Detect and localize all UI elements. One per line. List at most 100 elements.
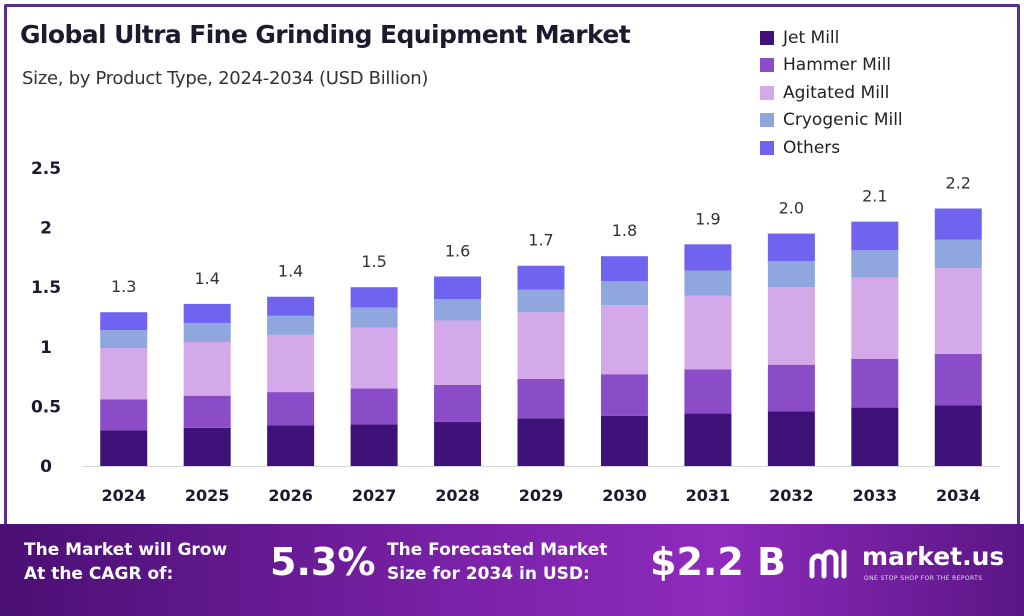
legend-item-jet-mill: Jet Mill xyxy=(760,24,903,52)
bar-total-label: 1.6 xyxy=(445,241,470,260)
bar-agitated-mill xyxy=(851,277,899,359)
forecast-label-line1: The Forecasted Market xyxy=(387,540,608,560)
cagr-value: 5.3% xyxy=(270,540,376,584)
cagr-label: The Market will Grow At the CAGR of: xyxy=(24,538,227,586)
bar-cryogenic-mill xyxy=(517,289,565,313)
x-tick-label: 2028 xyxy=(435,486,480,505)
bar-total-label: 1.9 xyxy=(695,209,720,228)
legend-label: Agitated Mill xyxy=(783,82,890,103)
legend-swatch xyxy=(760,113,774,128)
logo-name: market.us xyxy=(862,542,1005,571)
cagr-label-line1: The Market will Grow xyxy=(24,540,228,560)
y-tick-label: 0 xyxy=(40,457,52,477)
bar-others xyxy=(684,244,732,271)
x-tick-label: 2031 xyxy=(686,486,731,505)
legend-label: Hammer Mill xyxy=(783,55,892,76)
legend-label: Others xyxy=(783,137,841,158)
bar-cryogenic-mill xyxy=(434,299,482,321)
x-tick-label: 2032 xyxy=(769,486,814,505)
bar-cryogenic-mill xyxy=(350,307,398,328)
bar-others xyxy=(600,256,648,282)
bar-hammer-mill xyxy=(350,388,398,425)
bar-agitated-mill xyxy=(100,347,148,400)
y-tick-label: 2 xyxy=(40,219,52,239)
bar-cryogenic-mill xyxy=(934,239,982,269)
bar-total-label: 1.7 xyxy=(528,231,553,250)
bar-hammer-mill xyxy=(767,364,815,412)
bar-cryogenic-mill xyxy=(267,315,315,335)
bar-total-label: 1.5 xyxy=(361,252,386,271)
y-tick-label: 0.5 xyxy=(31,397,61,417)
bar-hammer-mill xyxy=(434,384,482,422)
bar-jet-mill xyxy=(350,424,398,466)
bar-cryogenic-mill xyxy=(851,250,899,278)
x-tick-label: 2034 xyxy=(936,486,981,505)
bar-total-label: 1.8 xyxy=(612,221,637,240)
bar-hammer-mill xyxy=(934,353,982,406)
bar-jet-mill xyxy=(267,425,315,466)
bar-others xyxy=(517,265,565,290)
legend-item-others: Others xyxy=(760,134,903,162)
bar-hammer-mill xyxy=(267,392,315,426)
bar-jet-mill xyxy=(684,413,732,466)
bar-agitated-mill xyxy=(350,327,398,389)
bar-others xyxy=(434,276,482,300)
bar-jet-mill xyxy=(851,407,899,466)
legend-item-hammer-mill: Hammer Mill xyxy=(760,52,903,80)
bar-others xyxy=(267,296,315,316)
bar-cryogenic-mill xyxy=(767,260,815,288)
x-tick-label: 2025 xyxy=(185,486,230,505)
forecast-label-line2: Size for 2034 in USD: xyxy=(387,564,590,584)
legend-swatch xyxy=(760,30,774,45)
y-tick-label: 2.5 xyxy=(31,159,61,179)
bar-hammer-mill xyxy=(600,374,648,416)
bar-total-label: 2.2 xyxy=(946,174,971,193)
bar-jet-mill xyxy=(517,418,565,466)
bar-total-label: 1.4 xyxy=(278,262,303,281)
summary-banner: The Market will Grow At the CAGR of: 5.3… xyxy=(0,524,1024,616)
bar-agitated-mill xyxy=(434,320,482,385)
bar-total-label: 1.4 xyxy=(194,269,219,288)
bar-cryogenic-mill xyxy=(600,281,648,306)
legend-label: Jet Mill xyxy=(783,27,840,48)
x-tick-label: 2024 xyxy=(101,486,146,505)
bar-jet-mill xyxy=(434,421,482,466)
bar-hammer-mill xyxy=(851,358,899,408)
chart-subtitle: Size, by Product Type, 2024-2034 (USD Bi… xyxy=(22,68,429,89)
bar-hammer-mill xyxy=(183,395,231,428)
cagr-label-line2: At the CAGR of: xyxy=(24,564,174,584)
bar-total-label: 1.3 xyxy=(111,277,136,296)
legend: Jet Mill Hammer Mill Agitated Mill Cryog… xyxy=(760,24,903,162)
bar-others xyxy=(183,303,231,323)
bar-jet-mill xyxy=(934,405,982,466)
bar-others xyxy=(767,233,815,261)
bar-hammer-mill xyxy=(100,399,148,431)
x-tick-label: 2027 xyxy=(352,486,397,505)
bar-agitated-mill xyxy=(600,305,648,375)
x-tick-label: 2033 xyxy=(853,486,898,505)
bar-agitated-mill xyxy=(767,287,815,365)
bar-cryogenic-mill xyxy=(100,330,148,348)
legend-item-agitated-mill: Agitated Mill xyxy=(760,79,903,107)
bar-jet-mill xyxy=(183,427,231,466)
bar-agitated-mill xyxy=(934,268,982,354)
bar-agitated-mill xyxy=(183,342,231,396)
legend-swatch xyxy=(760,85,774,100)
bar-cryogenic-mill xyxy=(684,270,732,296)
bar-jet-mill xyxy=(600,415,648,466)
bar-jet-mill xyxy=(100,430,148,466)
x-tick-label: 2026 xyxy=(268,486,313,505)
bar-agitated-mill xyxy=(684,295,732,370)
chart-title: Global Ultra Fine Grinding Equipment Mar… xyxy=(20,20,631,49)
bar-jet-mill xyxy=(767,411,815,466)
bar-hammer-mill xyxy=(517,378,565,419)
x-tick-label: 2030 xyxy=(602,486,647,505)
bar-others xyxy=(350,287,398,308)
legend-label: Cryogenic Mill xyxy=(783,110,903,131)
bar-cryogenic-mill xyxy=(183,322,231,343)
legend-item-cryogenic-mill: Cryogenic Mill xyxy=(760,107,903,135)
legend-swatch xyxy=(760,140,774,155)
bar-agitated-mill xyxy=(517,312,565,379)
y-tick-label: 1.5 xyxy=(31,278,61,298)
forecast-value: $2.2 B xyxy=(650,540,786,584)
